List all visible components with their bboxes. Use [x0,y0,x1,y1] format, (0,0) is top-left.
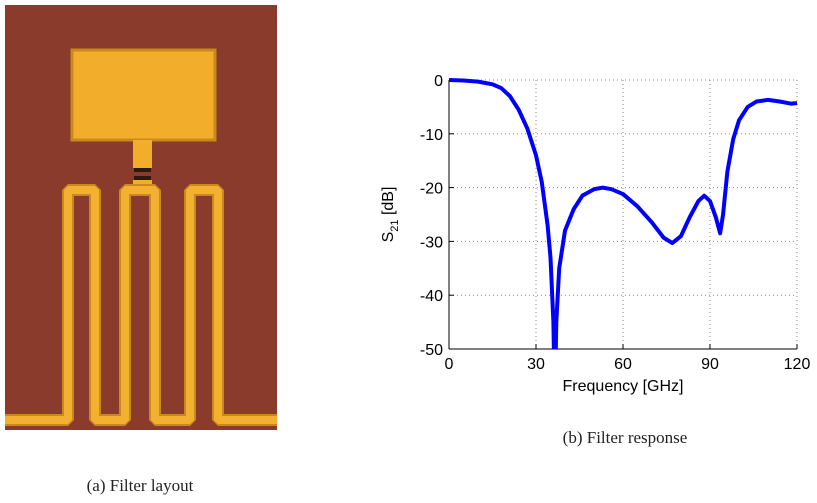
y-tick-label: -10 [420,127,443,144]
y-axis-label-base: S [380,232,397,243]
x-tick-label: 60 [614,356,632,373]
y-axis-label-sub: 21 [389,219,401,231]
x-axis-label: Frequency [GHz] [563,378,684,395]
x-tick-label: 120 [784,356,811,373]
y-tick-label: -20 [420,181,443,198]
y-tick-label: -30 [420,234,443,251]
caption: (a) Filter layout [87,476,194,495]
y-tick-label: 0 [434,73,443,90]
y-axis-label: S21 [dB] [380,187,401,243]
y-tick-label: -50 [420,342,443,359]
y-tick-label: -40 [420,288,443,305]
y-axis-label-unit: [dB] [380,187,397,220]
caption: (b) Filter response [563,428,688,447]
chart: -50 -40 -30 -20 -10 0 0 30 60 90 120 Frequency [GHz… [380,73,811,395]
filter-layout-photo [5,5,277,430]
line [449,78,798,349]
x-tick-label: 90 [701,356,719,373]
x-tick-label: 0 [445,356,454,373]
x-tick-label: 30 [527,356,545,373]
